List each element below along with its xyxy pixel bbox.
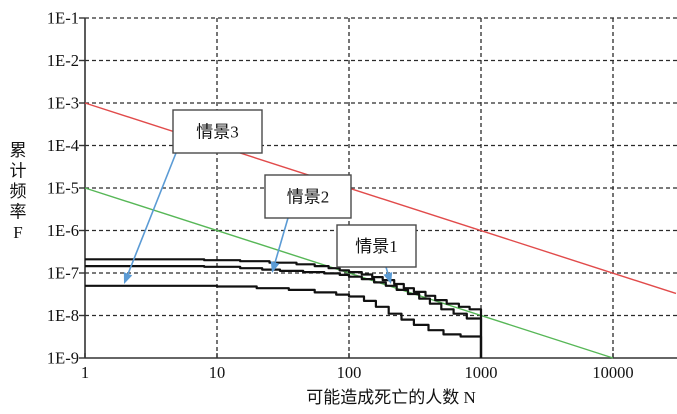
x-axis-title: 可能造成死亡的人数 N [306,388,476,407]
y-axis-title-char: 率 [10,203,27,222]
y-axis-title-char: 累 [10,141,27,160]
callout-arrow-line [385,266,389,274]
callout-label: 情景3 [196,123,239,142]
scenario-curve-1 [85,258,483,358]
y-axis-title-char: F [13,223,22,242]
x-tick-label: 100 [337,363,362,382]
tick-labels-layer: 1E-1 1E-2 1E-3 1E-4 1E-5 1E-6 1E-7 1E-8 1E-91 10 1… [47,9,634,383]
callout-box [264,174,352,219]
y-axis-title-char: 计 [10,162,27,181]
scenario-curves-layer [85,258,483,358]
x-tick-label: 10 [209,363,226,382]
y-tick-label: 1E-4 [47,136,79,155]
x-tick-label: 1000 [465,363,498,382]
annotation-情景1: 情景1 [336,224,417,284]
scenario-curve-2 [85,265,483,358]
y-axis-title-char: 频 [10,182,27,201]
scenario-curve-3 [85,284,483,358]
callout-label: 情景1 [355,237,398,256]
callout-box [172,109,263,154]
y-tick-label: 1E-9 [47,349,79,368]
y-tick-label: 1E-1 [47,9,79,28]
annotation-情景3: 情景3 [123,109,263,284]
y-tick-label: 1E-6 [47,221,79,240]
y-tick-label: 1E-2 [47,51,79,70]
callout-label: 情景2 [287,188,330,207]
callout-arrow-line [274,217,289,263]
y-tick-label: 1E-3 [47,94,79,113]
callout-arrow-head [383,272,393,284]
y-tick-label: 1E-7 [47,264,79,283]
callout-arrow-head [123,272,133,284]
annotations-layer: 情景3 情景2 情景1 [123,109,417,284]
y-tick-label: 1E-5 [47,179,79,198]
callout-arrow-head [270,261,280,273]
x-tick-label: 10000 [592,363,633,382]
x-tick-label: 1 [81,363,89,382]
annotation-情景2: 情景2 [264,174,352,273]
callout-box [336,224,417,268]
callout-arrow-line [127,152,177,275]
y-tick-label: 1E-8 [47,306,79,325]
